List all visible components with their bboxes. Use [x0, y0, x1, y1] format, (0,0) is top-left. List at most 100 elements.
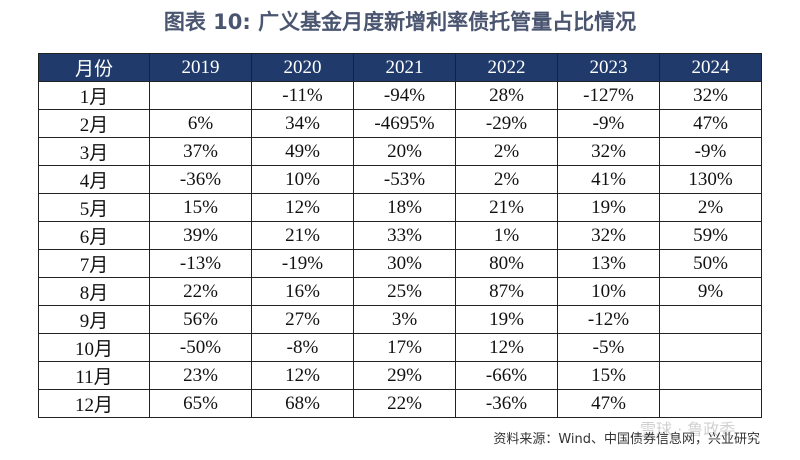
row-label-month: 3月	[38, 137, 150, 166]
table-cell: -94%	[353, 81, 456, 110]
table-cell: -13%	[149, 249, 252, 278]
table-header-row: 月份 2019 2020 2021 2022 2023 2024	[38, 53, 762, 82]
table-cell: 12%	[455, 333, 558, 362]
table-cell: 20%	[353, 137, 456, 166]
table-row: 6月 39% 21% 33% 1% 32% 59%	[38, 221, 762, 250]
source-note: 资料来源：Wind、中国债券信息网，兴业研究	[493, 432, 760, 447]
table-cell: 32%	[557, 221, 660, 250]
table-row: 12月 65% 68% 22% -36% 47%	[38, 389, 762, 418]
row-label-month: 2月	[38, 109, 150, 138]
table-row: 4月 -36% 10% -53% 2% 41% 130%	[38, 165, 762, 194]
table-cell: 22%	[353, 389, 456, 418]
table-body: 1月 -11% -94% 28% -127% 32% 2月 6% 34% -4695% -29% -9…	[38, 81, 762, 418]
table-row: 10月 -50% -8% 17% 12% -5%	[38, 333, 762, 362]
table-cell: 15%	[557, 361, 660, 390]
table-cell	[659, 361, 762, 390]
table-cell: 1%	[455, 221, 558, 250]
row-label-month: 1月	[38, 81, 150, 110]
table-cell: -127%	[557, 81, 660, 110]
table-cell: 56%	[149, 305, 252, 334]
table-cell: 68%	[251, 389, 354, 418]
table-row: 9月 56% 27% 3% 19% -12%	[38, 305, 762, 334]
table-cell: 25%	[353, 277, 456, 306]
table-cell: 34%	[251, 109, 354, 138]
column-header-year: 2023	[557, 53, 660, 82]
row-label-month: 6月	[38, 221, 150, 250]
column-header-year: 2022	[455, 53, 558, 82]
table-cell: 10%	[557, 277, 660, 306]
table-row: 2月 6% 34% -4695% -29% -9% 47%	[38, 109, 762, 138]
table-cell: 130%	[659, 165, 762, 194]
table-cell: 49%	[251, 137, 354, 166]
table-row: 1月 -11% -94% 28% -127% 32%	[38, 81, 762, 110]
table-cell: 32%	[557, 137, 660, 166]
table-cell: -4695%	[353, 109, 456, 138]
table-cell: 2%	[455, 165, 558, 194]
table-cell: 33%	[353, 221, 456, 250]
table-cell: 29%	[353, 361, 456, 390]
table-cell: 41%	[557, 165, 660, 194]
row-label-month: 4月	[38, 165, 150, 194]
table-cell	[659, 333, 762, 362]
table-cell: -50%	[149, 333, 252, 362]
table-cell: 87%	[455, 277, 558, 306]
table-row: 3月 37% 49% 20% 2% 32% -9%	[38, 137, 762, 166]
table-cell: 19%	[455, 305, 558, 334]
table-cell: -53%	[353, 165, 456, 194]
table-cell: -9%	[557, 109, 660, 138]
table-cell: -5%	[557, 333, 660, 362]
table-cell: 6%	[149, 109, 252, 138]
column-header-month: 月份	[38, 53, 150, 82]
row-label-month: 5月	[38, 193, 150, 222]
table-cell: 22%	[149, 277, 252, 306]
row-label-month: 10月	[38, 333, 150, 362]
table-cell: 28%	[455, 81, 558, 110]
table-cell: -12%	[557, 305, 660, 334]
table-cell: 21%	[455, 193, 558, 222]
column-header-year: 2024	[659, 53, 762, 82]
table-cell: -66%	[455, 361, 558, 390]
table-cell: -8%	[251, 333, 354, 362]
data-table: 月份 2019 2020 2021 2022 2023 2024 1月 -11% -94% 28%…	[38, 53, 762, 418]
table-cell: 17%	[353, 333, 456, 362]
table-cell: 19%	[557, 193, 660, 222]
table-cell: 9%	[659, 277, 762, 306]
table-cell: 15%	[149, 193, 252, 222]
table-cell: 23%	[149, 361, 252, 390]
table-row: 11月 23% 12% 29% -66% 15%	[38, 361, 762, 390]
row-label-month: 8月	[38, 277, 150, 306]
table-cell	[659, 389, 762, 418]
table-cell: 12%	[251, 361, 354, 390]
table-cell	[659, 305, 762, 334]
table-cell: 37%	[149, 137, 252, 166]
table-cell: -29%	[455, 109, 558, 138]
table-cell: 27%	[251, 305, 354, 334]
table-cell: 47%	[659, 109, 762, 138]
table-cell: 21%	[251, 221, 354, 250]
table-cell: 80%	[455, 249, 558, 278]
column-header-year: 2021	[353, 53, 456, 82]
table-cell: 39%	[149, 221, 252, 250]
table-cell: -19%	[251, 249, 354, 278]
table-cell: 12%	[251, 193, 354, 222]
table-cell: 59%	[659, 221, 762, 250]
column-header-year: 2020	[251, 53, 354, 82]
table-cell: -9%	[659, 137, 762, 166]
table-cell: 47%	[557, 389, 660, 418]
table-cell: -11%	[251, 81, 354, 110]
table-row: 8月 22% 16% 25% 87% 10% 9%	[38, 277, 762, 306]
table-row: 5月 15% 12% 18% 21% 19% 2%	[38, 193, 762, 222]
table-cell: 32%	[659, 81, 762, 110]
row-label-month: 7月	[38, 249, 150, 278]
table-cell: 10%	[251, 165, 354, 194]
table-cell: 3%	[353, 305, 456, 334]
table-cell	[149, 81, 252, 110]
table-cell: 13%	[557, 249, 660, 278]
table-cell: 18%	[353, 193, 456, 222]
table-cell: 50%	[659, 249, 762, 278]
row-label-month: 11月	[38, 361, 150, 390]
chart-title: 图表 10: 广义基金月度新增利率债托管量占比情况	[163, 10, 637, 34]
table-cell: 16%	[251, 277, 354, 306]
row-label-month: 12月	[38, 389, 150, 418]
row-label-month: 9月	[38, 305, 150, 334]
